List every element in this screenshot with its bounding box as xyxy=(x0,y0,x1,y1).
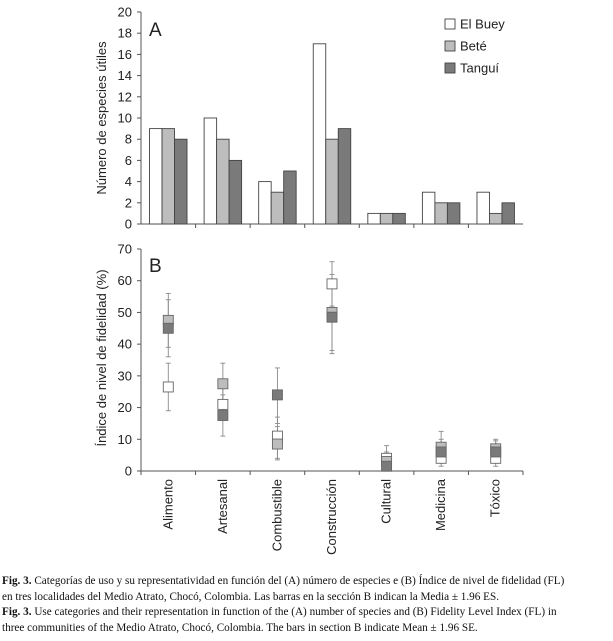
panel-a-y-tick-label: 6 xyxy=(125,153,132,168)
caption-es-label: Fig. 3. xyxy=(2,575,32,587)
bar-tangui-toxico xyxy=(501,202,515,225)
caption-en-text: Use categories and their representation … xyxy=(34,606,557,618)
b-el-buey-artesanal-mean xyxy=(217,398,229,410)
panel-a-y-tick-label: 8 xyxy=(125,132,132,147)
bar-tangui-combustible xyxy=(283,170,297,225)
legend-label-el-buey: El Buey xyxy=(460,17,505,32)
bar-el-buey-alimento xyxy=(149,128,163,225)
bar-bete-combustible xyxy=(270,191,285,225)
legend-label-bete: Beté xyxy=(460,39,487,54)
panel-a-y-tick-label: 16 xyxy=(118,47,132,62)
legend-swatch-bete xyxy=(444,40,456,52)
panel-b-y-tick-label: 60 xyxy=(118,273,132,288)
b-bete-artesanal-mean xyxy=(217,378,229,390)
panel-b-letter: B xyxy=(149,256,162,277)
panel-a-y-tick-label: 18 xyxy=(118,26,132,41)
category-label-combustible: Combustible xyxy=(269,479,284,551)
panel-b-y-tick-label: 30 xyxy=(118,368,132,383)
panel-b-marks xyxy=(162,261,502,472)
bar-bete-construccion xyxy=(325,138,339,225)
caption-en-line-2: three communities of the Medio Atrato, C… xyxy=(2,621,478,634)
bar-bete-medicina xyxy=(434,202,448,225)
bar-bete-artesanal xyxy=(216,138,230,225)
bar-el-buey-medicina xyxy=(421,191,436,225)
category-label-medicina: Medicina xyxy=(433,478,448,531)
panel-b-y-tick-label: 10 xyxy=(118,432,132,447)
bar-el-buey-combustible xyxy=(258,181,272,225)
legend-label-tangui: Tanguí xyxy=(460,61,499,76)
panel-b-y-tick-label: 40 xyxy=(118,337,132,352)
bar-tangui-artesanal xyxy=(228,159,243,225)
panel-b-y-tick-label: 70 xyxy=(118,242,132,257)
bar-tangui-alimento xyxy=(174,138,188,225)
b-tangui-cultural-mean xyxy=(381,460,393,472)
panel-a-y-axis-label: Número de especies útiles xyxy=(94,41,109,195)
bar-bete-toxico xyxy=(489,212,503,225)
bar-el-buey-artesanal xyxy=(203,117,218,225)
category-label-cultural: Cultural xyxy=(379,479,394,524)
bar-el-buey-construccion xyxy=(312,43,327,225)
bar-tangui-cultural xyxy=(392,212,406,225)
caption-es-text: Categorías de uso y su representatividad… xyxy=(34,575,565,587)
category-label-alimento: Alimento xyxy=(160,479,175,530)
b-el-buey-alimento-mean xyxy=(162,381,174,393)
panel-b-axes: 0 10 20 30 40 50 60 70 xyxy=(118,242,524,479)
panel-a-legend: El Buey Beté Tanguí xyxy=(444,17,505,76)
panel-a-bars xyxy=(149,43,515,225)
panel-b-y-tick-label: 50 xyxy=(118,305,132,320)
bar-bete-alimento xyxy=(161,128,175,225)
category-label-toxico: Tóxico xyxy=(488,479,503,517)
panel-a-bar-chart: A Número de especies útiles 0 2 4 6 8 10 12 14 1… xyxy=(94,5,523,232)
bar-tangui-construccion xyxy=(337,128,352,225)
panel-b-error-bar-chart: B Índice de nivel de fidelidad (%) 0 10 20… xyxy=(94,242,524,555)
panel-b-y-tick-label: 0 xyxy=(125,464,132,479)
panel-a-y-tick-label: 10 xyxy=(118,111,132,126)
panel-a-axes: 0 2 4 6 8 10 12 14 16 18 20 xyxy=(118,5,523,232)
bar-el-buey-cultural xyxy=(367,212,381,225)
b-tangui-combustible-mean xyxy=(271,389,283,401)
b-el-buey-construccion-mean xyxy=(326,278,338,290)
figure-caption: Fig. 3. Categorías de uso y su represent… xyxy=(2,574,612,636)
panel-a-y-tick-label: 2 xyxy=(125,195,132,210)
panel-b-y-axis-label: Índice de nivel de fidelidad (%) xyxy=(94,269,109,446)
b-tangui-alimento-mean xyxy=(162,322,174,334)
bar-el-buey-toxico xyxy=(476,191,490,225)
bar-tangui-medicina xyxy=(446,202,461,225)
b-tangui-construccion-mean xyxy=(326,311,338,323)
panel-a-letter: A xyxy=(149,20,162,41)
b-tangui-toxico-mean xyxy=(490,446,502,458)
panel-a-y-tick-label: 14 xyxy=(118,68,132,83)
panel-a-y-tick-label: 0 xyxy=(125,217,132,232)
b-tangui-medicina-mean xyxy=(435,446,447,458)
caption-es-line-1: Fig. 3. Categorías de uso y su represent… xyxy=(2,574,612,590)
caption-en-line-1: Fig. 3. Use categories and their represe… xyxy=(2,605,612,621)
panel-b-y-tick-label: 20 xyxy=(118,400,132,415)
category-labels: Alimento Artesanal Combustible Construcción… xyxy=(160,478,502,555)
bar-bete-cultural xyxy=(379,212,394,225)
category-label-artesanal: Artesanal xyxy=(215,479,230,534)
b-tangui-artesanal-mean xyxy=(217,410,229,421)
legend-swatch-el-buey xyxy=(444,18,456,30)
panel-a-y-tick-label: 4 xyxy=(125,174,132,189)
panel-a-y-tick-label: 12 xyxy=(118,89,132,104)
category-label-construccion: Construcción xyxy=(324,479,339,555)
legend-swatch-tangui xyxy=(444,62,456,74)
panel-a-y-tick-label: 20 xyxy=(118,5,132,20)
caption-en-label: Fig. 3. xyxy=(2,606,32,618)
caption-es-line-2: en tres localidades del Medio Atrato, Ch… xyxy=(2,590,500,603)
b-bete-combustible-mean xyxy=(271,438,283,450)
